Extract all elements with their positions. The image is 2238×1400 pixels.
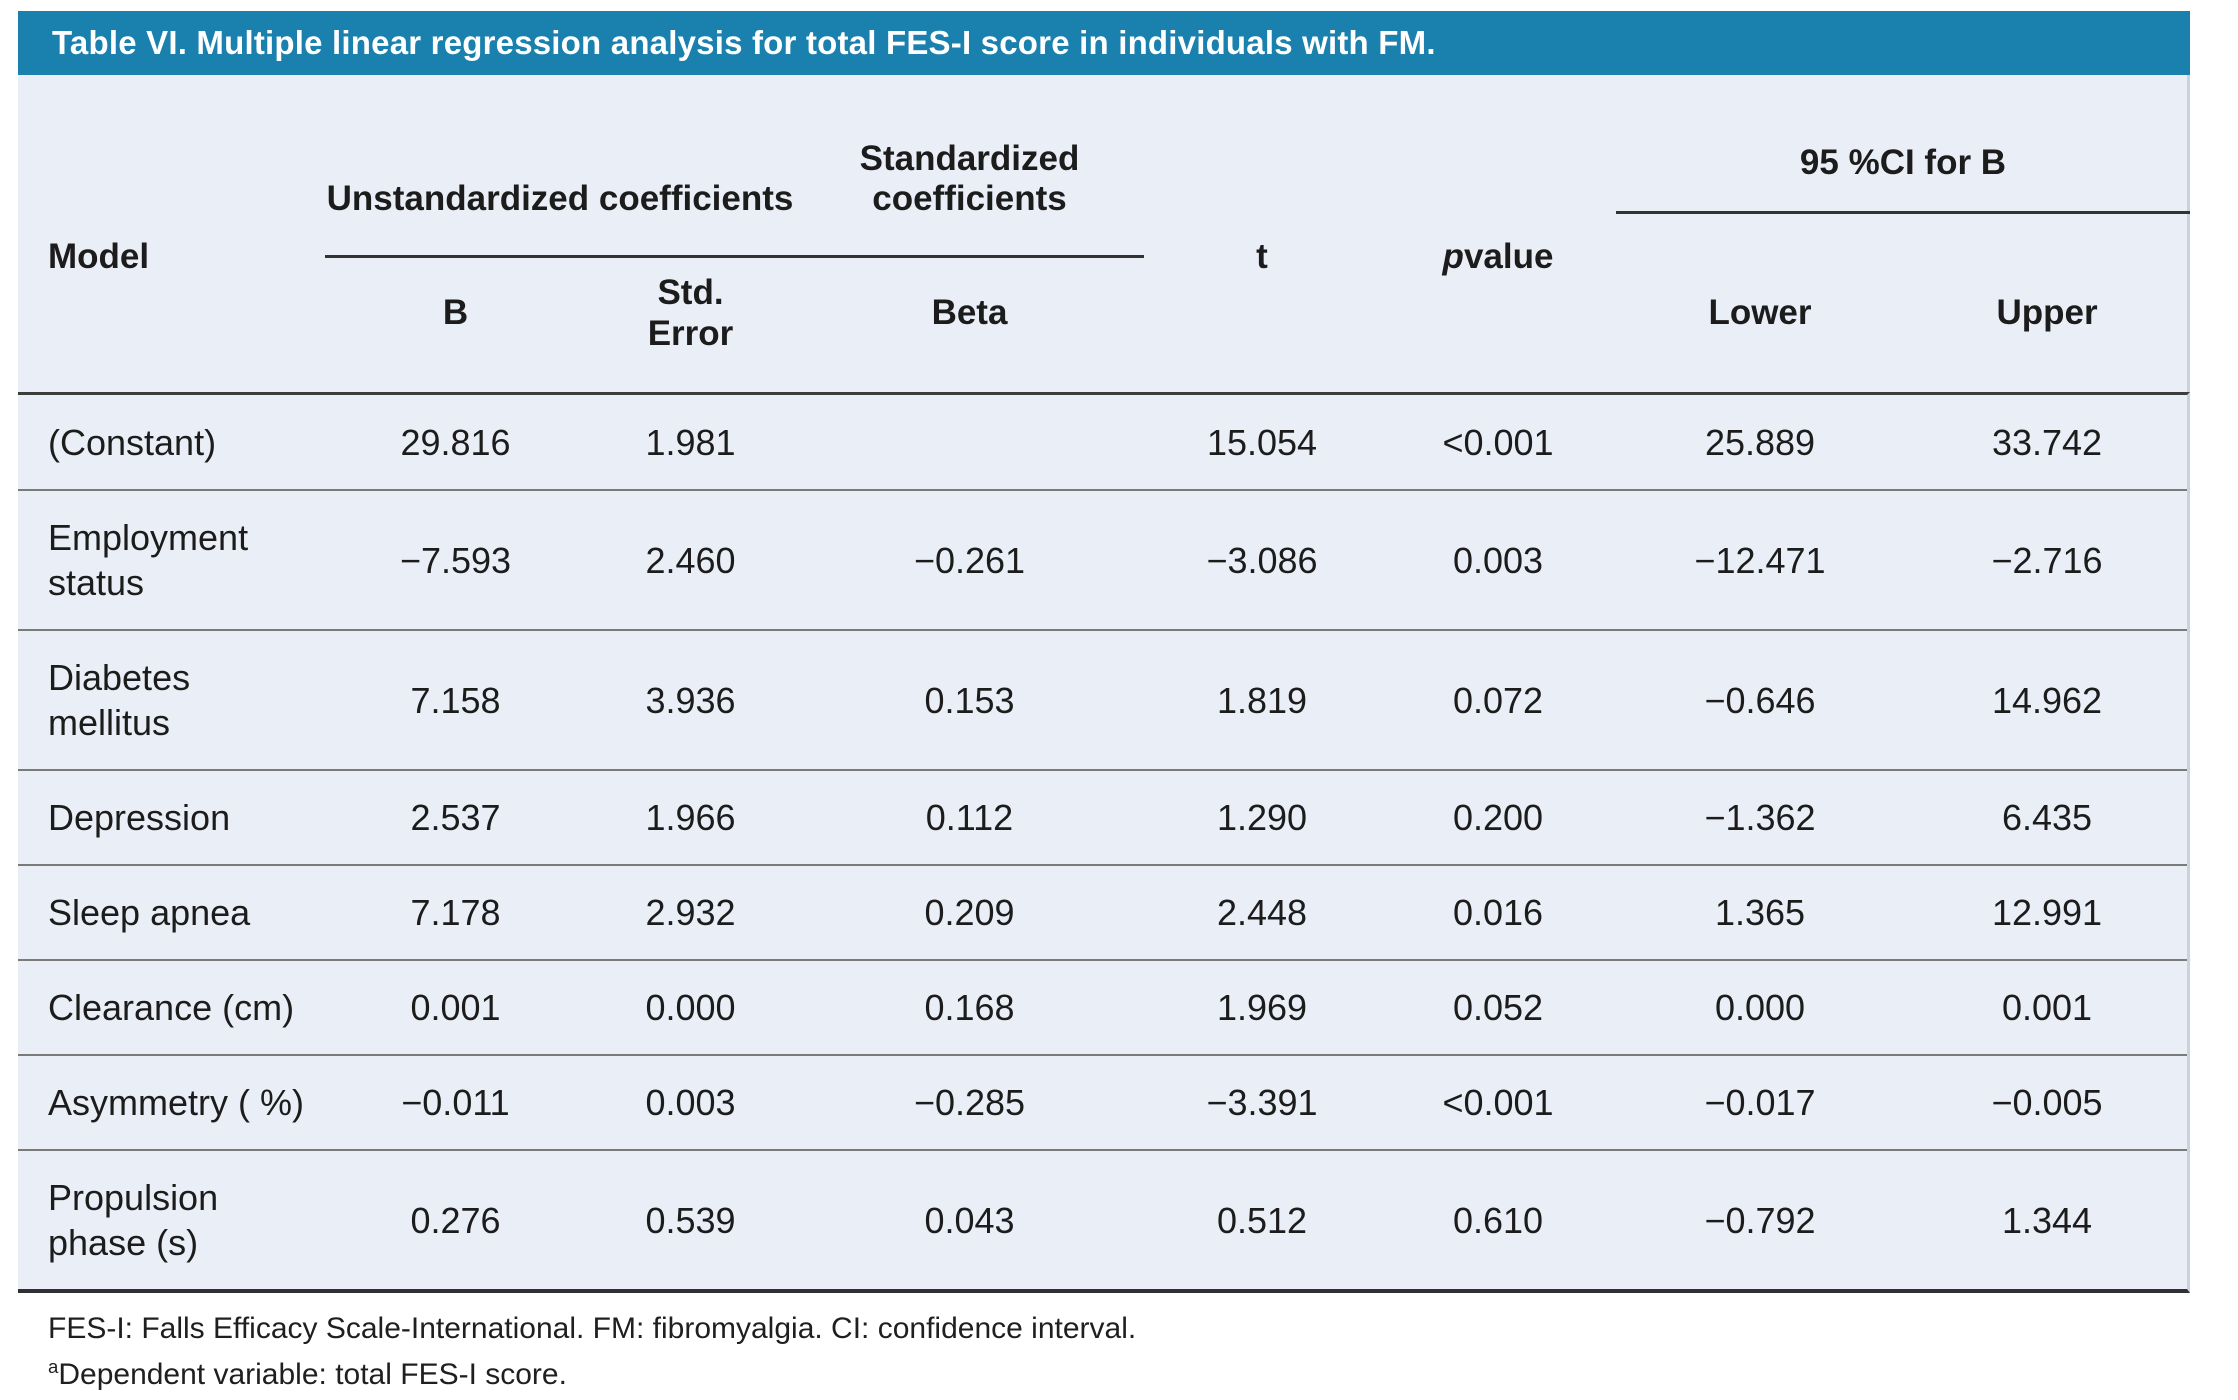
cell-beta: −0.261 [913,539,1026,581]
table-row: Diabetes mellitus 7.158 3.936 0.153 1.819 0.0… [18,629,2187,769]
cell-b: 0.001 [410,987,501,1028]
cell-b: −7.593 [399,539,512,581]
cell-b: 0.276 [410,1199,501,1241]
cell-p: 0.052 [1452,987,1544,1028]
table-row: Clearance (cm) 0.001 0.000 0.168 1.969 0.052 0… [18,959,2187,1054]
table-footnotes: FES-I: Falls Efficacy Scale-Internationa… [48,1306,1136,1398]
column-header-upper: Upper [1996,293,2098,333]
cell-t: 1.969 [1216,987,1308,1028]
group-header-95ci-for-b: 95 %CI for B [1799,142,2007,182]
cell-std_error: 0.539 [645,1199,736,1241]
cell-upper: −0.005 [1991,1082,2103,1123]
group-header-unstandardized-coefficients: Unstandardized coefficients [326,178,794,218]
cell-beta: 0.153 [924,679,1015,721]
cell-p: 0.003 [1452,539,1544,581]
cell-model: Propulsion phase (s) [48,1177,219,1263]
group-header-standardized-coefficients: Standardized coefficients [859,138,1080,218]
cell-upper: −2.716 [1991,539,2103,581]
cell-lower: 25.889 [1704,421,1816,463]
cell-t: 1.819 [1216,679,1308,721]
cell-upper: 6.435 [2001,797,2093,838]
cell-p: <0.001 [1442,1082,1554,1123]
cell-p: 0.072 [1452,679,1544,721]
cell-upper: 14.962 [1991,679,2103,721]
p-value-italic-p: p [1442,237,1464,277]
cell-std_error: 2.932 [645,892,736,933]
cell-t: 1.290 [1216,797,1308,838]
table-row: Sleep apnea 7.178 2.932 0.209 2.448 0.016 1.36… [18,864,2187,959]
cell-beta: 0.112 [925,797,1014,838]
cell-b: 7.158 [410,679,501,721]
table-row: Asymmetry ( %) −0.011 0.003 −0.285 −3.391 <0.… [18,1054,2187,1149]
cell-model: (Constant) [48,421,217,463]
cell-t: 2.448 [1216,892,1308,933]
column-header-b: B [442,293,469,333]
table-row: Employment status −7.593 2.460 −0.261 −3.086… [18,489,2187,629]
table-row: Propulsion phase (s) 0.276 0.539 0.043 0.512… [18,1149,2187,1289]
column-header-std-error: Std. Error [647,273,734,353]
cell-model: Depression [48,797,231,838]
cell-beta: 0.168 [924,987,1015,1028]
cell-beta: −0.285 [913,1082,1026,1123]
cell-p: 0.200 [1452,797,1544,838]
footnote-abbreviations: FES-I: Falls Efficacy Scale-Internationa… [48,1312,1137,1345]
column-header-model: Model [48,237,150,277]
p-value-rest: value [1463,237,1554,277]
cell-lower: 1.365 [1714,892,1806,933]
footnote-superscript-a: a [48,1356,59,1377]
cell-upper: 12.991 [1991,892,2103,933]
cell-t: −3.086 [1206,539,1318,581]
cell-model: Sleep apnea [48,892,251,933]
cell-upper: 0.001 [2001,987,2093,1028]
cell-model: Employment status [48,517,249,603]
cell-b: −0.011 [401,1082,510,1123]
header-rule-ci [1616,211,2190,214]
cell-model: Clearance (cm) [48,987,295,1028]
cell-std_error: 0.000 [645,987,736,1028]
cell-beta: 0.209 [924,892,1015,933]
table-title: Table VI. Multiple linear regression ana… [52,24,1436,61]
cell-lower: −0.646 [1704,679,1816,721]
cell-p: 0.610 [1452,1199,1544,1241]
cell-t: −3.391 [1206,1082,1318,1123]
cell-std_error: 1.981 [645,421,736,463]
column-header-lower: Lower [1708,293,1812,333]
cell-beta: 0.043 [924,1199,1015,1241]
column-header-t: t [1256,237,1268,277]
cell-beta [795,395,1144,489]
cell-lower: −12.471 [1694,539,1826,581]
regression-table: Table VI. Multiple linear regression ana… [18,11,2190,1293]
footnote-dependent-variable-text: Dependent variable: total FES-I score. [58,1358,567,1391]
table-row: (Constant) 29.816 1.981 15.054 <0.001 25.889 3… [18,395,2187,489]
cell-std_error: 2.460 [645,539,736,581]
cell-b: 29.816 [400,421,511,463]
cell-std_error: 3.936 [645,679,736,721]
cell-lower: 0.000 [1714,987,1806,1028]
cell-upper: 1.344 [2001,1199,2093,1241]
cell-p: <0.001 [1442,421,1554,463]
footnote-dependent-variable: aDependent variable: total FES-I score. [48,1352,1136,1398]
table-title-bar: Table VI. Multiple linear regression ana… [18,11,2190,75]
column-header-beta: Beta [931,293,1008,333]
header-rule-coefficients [325,255,1144,258]
cell-model: Asymmetry ( %) [48,1082,304,1123]
cell-t: 15.054 [1206,421,1318,463]
cell-lower: −0.017 [1704,1082,1816,1123]
cell-std_error: 0.003 [645,1082,736,1123]
cell-lower: −0.792 [1704,1199,1816,1241]
cell-b: 7.178 [410,892,501,933]
column-header-p-value: p value [1380,75,1616,392]
cell-upper: 33.742 [1991,421,2103,463]
cell-std_error: 1.966 [645,797,736,838]
table-row: Depression 2.537 1.966 0.112 1.290 0.200 −1.36… [18,769,2187,864]
cell-p: 0.016 [1452,892,1544,933]
cell-model: Diabetes mellitus [48,657,191,743]
table-header: Model Unstandardized coefficients Standa… [18,75,2190,392]
table-body: (Constant) 29.816 1.981 15.054 <0.001 25.889 3… [18,392,2190,1293]
cell-t: 0.512 [1216,1199,1308,1241]
cell-b: 2.537 [410,797,501,838]
cell-lower: −1.362 [1704,797,1816,838]
